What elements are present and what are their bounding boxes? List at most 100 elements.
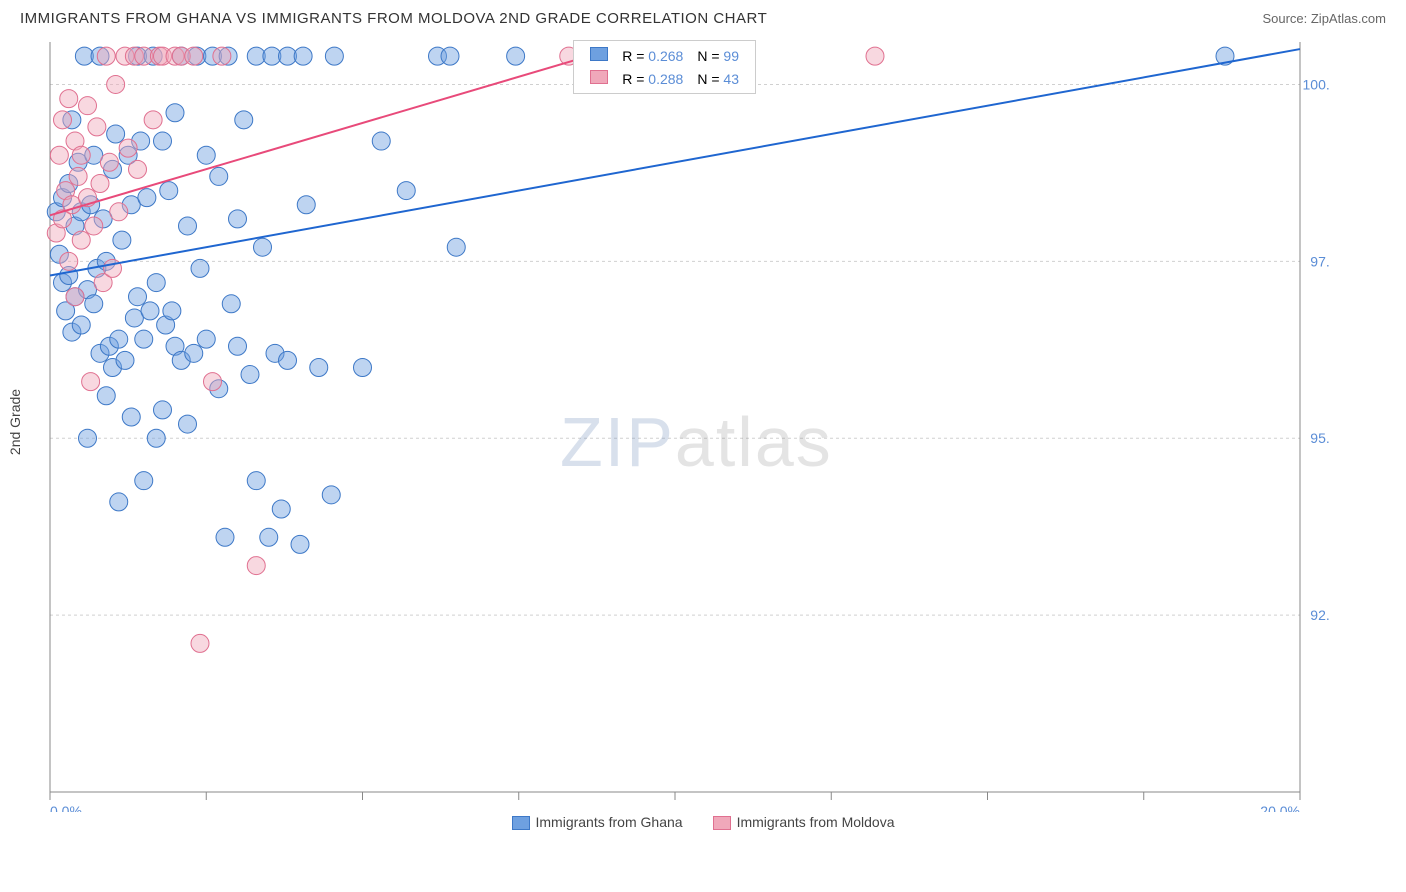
- legend-n-label: N = 99: [691, 45, 745, 66]
- scatter-chart: 92.5% 95.0% 97.5% 100.0% 0.0% 20.0%: [20, 32, 1330, 812]
- trend-line-moldova: [50, 49, 613, 215]
- data-point-ghana: [260, 528, 278, 546]
- data-point-moldova: [79, 97, 97, 115]
- data-point-ghana: [141, 302, 159, 320]
- data-point-moldova: [66, 288, 84, 306]
- data-point-ghana: [272, 500, 290, 518]
- data-point-ghana: [397, 182, 415, 200]
- data-point-ghana: [247, 472, 265, 490]
- data-point-ghana: [294, 47, 312, 65]
- data-point-ghana: [191, 259, 209, 277]
- data-point-ghana: [179, 415, 197, 433]
- data-point-moldova: [91, 175, 109, 193]
- data-point-moldova: [54, 111, 72, 129]
- data-point-ghana: [447, 238, 465, 256]
- data-point-moldova: [50, 146, 68, 164]
- data-point-moldova: [72, 146, 90, 164]
- legend-r-label: R = 0.268: [616, 45, 689, 66]
- data-point-ghana: [235, 111, 253, 129]
- legend-swatch-ghana: [590, 47, 608, 61]
- legend-n-label: N = 43: [691, 68, 745, 89]
- data-point-ghana: [72, 316, 90, 334]
- xtick-label: 0.0%: [50, 803, 82, 812]
- ytick-label: 92.5%: [1310, 607, 1330, 623]
- data-point-ghana: [322, 486, 340, 504]
- legend-stats-box: R = 0.268N = 99R = 0.288N = 43: [573, 40, 756, 94]
- data-point-ghana: [166, 104, 184, 122]
- legend-swatch-moldova: [713, 816, 731, 830]
- data-point-ghana: [97, 387, 115, 405]
- legend-swatch-ghana: [512, 816, 530, 830]
- y-axis-label: 2nd Grade: [7, 389, 23, 455]
- data-point-moldova: [144, 111, 162, 129]
- source-label: Source: ZipAtlas.com: [1262, 11, 1386, 26]
- data-point-moldova: [82, 373, 100, 391]
- data-point-moldova: [129, 160, 147, 178]
- source-prefix: Source:: [1262, 11, 1310, 26]
- data-point-moldova: [107, 75, 125, 93]
- data-point-ghana: [85, 295, 103, 313]
- legend-item-moldova: Immigrants from Moldova: [713, 814, 895, 830]
- data-point-ghana: [354, 358, 372, 376]
- data-point-ghana: [241, 366, 259, 384]
- data-point-ghana: [113, 231, 131, 249]
- data-point-ghana: [135, 472, 153, 490]
- data-point-ghana: [297, 196, 315, 214]
- data-point-ghana: [154, 401, 172, 419]
- xtick-label: 20.0%: [1260, 803, 1300, 812]
- data-point-ghana: [179, 217, 197, 235]
- data-point-ghana: [254, 238, 272, 256]
- data-point-ghana: [222, 295, 240, 313]
- data-point-moldova: [119, 139, 137, 157]
- legend-label: Immigrants from Ghana: [536, 814, 683, 830]
- data-point-ghana: [372, 132, 390, 150]
- data-point-moldova: [110, 203, 128, 221]
- data-point-ghana: [197, 146, 215, 164]
- ytick-label: 100.0%: [1303, 76, 1330, 92]
- chart-title: IMMIGRANTS FROM GHANA VS IMMIGRANTS FROM…: [20, 10, 767, 27]
- data-point-ghana: [279, 351, 297, 369]
- source-name: ZipAtlas.com: [1311, 11, 1386, 26]
- data-point-ghana: [116, 351, 134, 369]
- data-point-moldova: [97, 47, 115, 65]
- data-point-ghana: [107, 125, 125, 143]
- data-point-moldova: [85, 217, 103, 235]
- data-point-ghana: [138, 189, 156, 207]
- data-point-moldova: [60, 90, 78, 108]
- data-point-ghana: [216, 528, 234, 546]
- legend-label: Immigrants from Moldova: [737, 814, 895, 830]
- data-point-ghana: [197, 330, 215, 348]
- data-point-ghana: [147, 429, 165, 447]
- data-point-moldova: [69, 167, 87, 185]
- data-point-ghana: [185, 344, 203, 362]
- data-point-ghana: [147, 274, 165, 292]
- data-point-moldova: [72, 231, 90, 249]
- data-point-ghana: [229, 337, 247, 355]
- data-point-ghana: [110, 330, 128, 348]
- data-point-ghana: [310, 358, 328, 376]
- legend-r-label: R = 0.288: [616, 68, 689, 89]
- legend-swatch-moldova: [590, 70, 608, 84]
- data-point-ghana: [129, 288, 147, 306]
- data-point-ghana: [122, 408, 140, 426]
- data-point-ghana: [160, 182, 178, 200]
- data-point-moldova: [213, 47, 231, 65]
- legend-item-ghana: Immigrants from Ghana: [512, 814, 683, 830]
- data-point-ghana: [507, 47, 525, 65]
- data-point-ghana: [325, 47, 343, 65]
- data-point-moldova: [204, 373, 222, 391]
- data-point-ghana: [229, 210, 247, 228]
- data-point-ghana: [210, 167, 228, 185]
- data-point-ghana: [110, 493, 128, 511]
- data-point-ghana: [441, 47, 459, 65]
- data-point-moldova: [185, 47, 203, 65]
- ytick-label: 97.5%: [1310, 253, 1330, 269]
- data-point-ghana: [291, 535, 309, 553]
- data-point-moldova: [191, 634, 209, 652]
- ytick-label: 95.0%: [1310, 430, 1330, 446]
- data-point-moldova: [866, 47, 884, 65]
- data-point-ghana: [154, 132, 172, 150]
- data-point-ghana: [79, 429, 97, 447]
- data-point-ghana: [135, 330, 153, 348]
- data-point-moldova: [60, 252, 78, 270]
